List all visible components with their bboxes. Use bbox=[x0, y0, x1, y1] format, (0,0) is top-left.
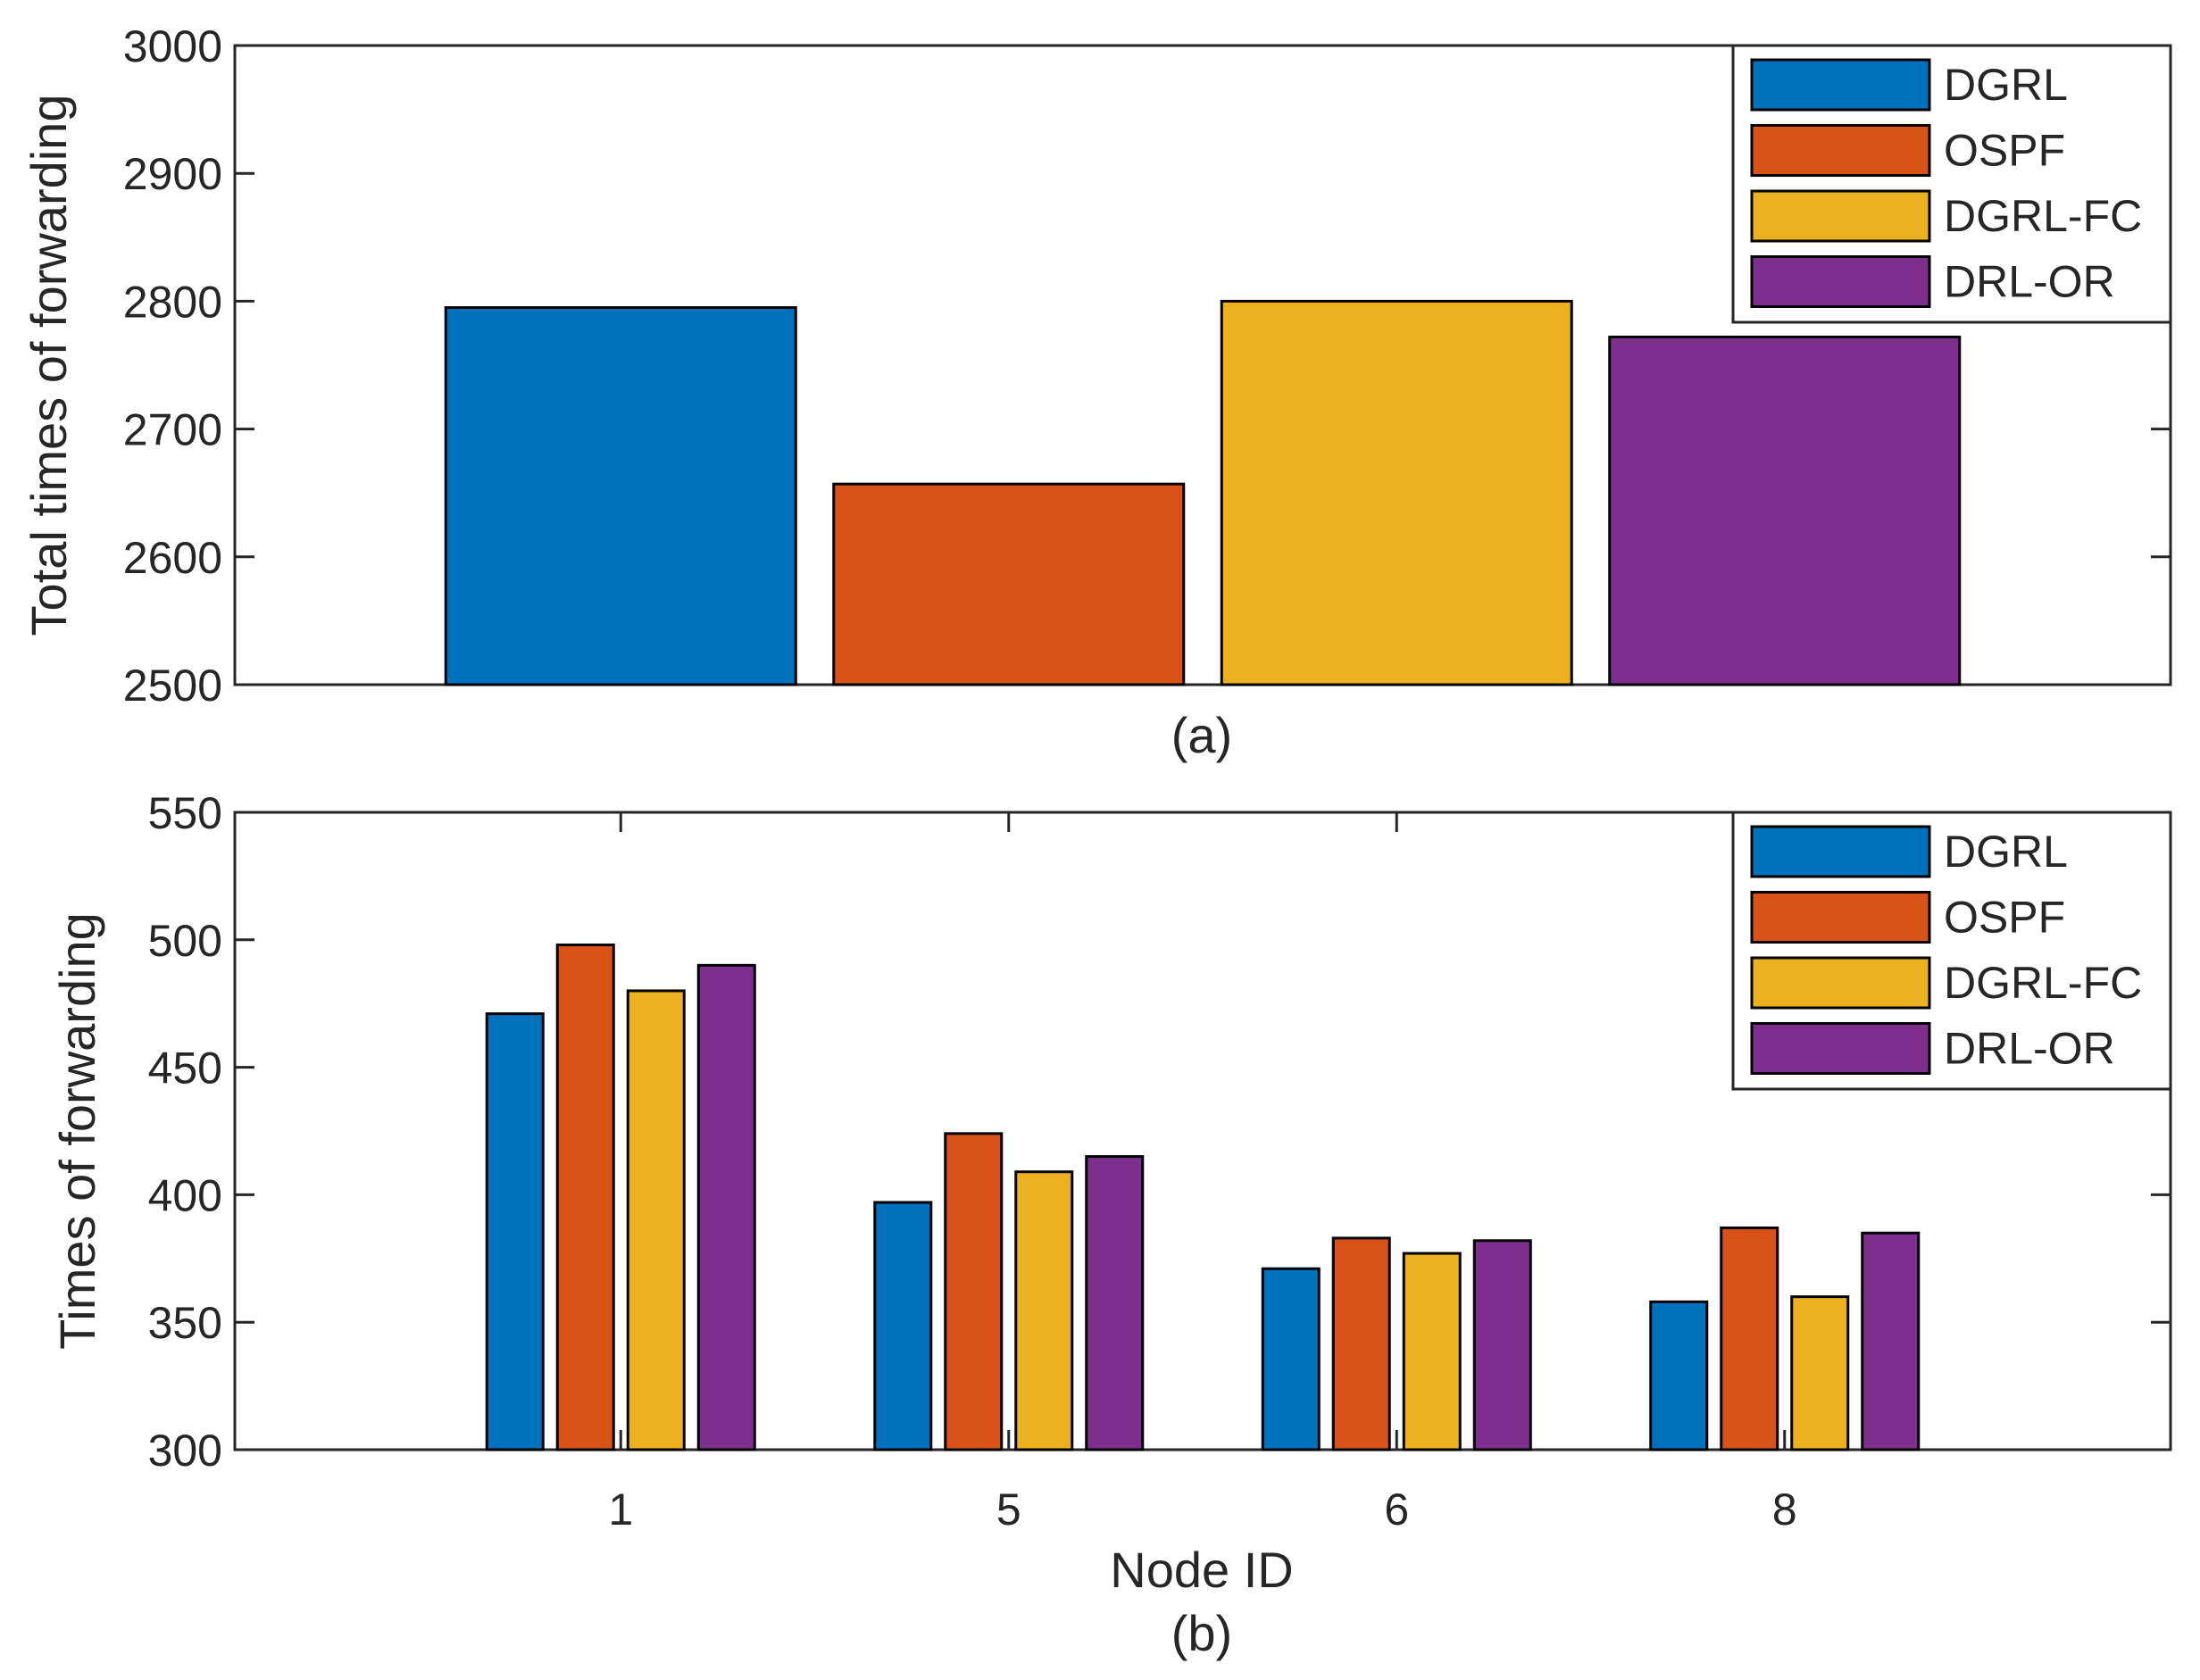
panel-b-bar-dgrl-node-8 bbox=[1649, 1300, 1709, 1451]
panel-b-legend-swatch-ospf bbox=[1750, 891, 1931, 944]
panel-b-bar-dgrl-node-5 bbox=[873, 1201, 933, 1451]
panel-a-legend-swatch-ospf bbox=[1750, 124, 1931, 177]
panel-b-legend-swatch-dgrl-fc bbox=[1750, 956, 1931, 1010]
panel-a-caption: (a) bbox=[1171, 707, 1232, 763]
panel-b-y-tick-label: 350 bbox=[148, 1298, 222, 1348]
panel-b-bar-dgrl-fc-node-5 bbox=[1014, 1170, 1074, 1451]
panel-a-bar-ospf bbox=[832, 482, 1186, 686]
panel-b-bar-drl-or-node-1 bbox=[696, 963, 756, 1451]
panel-b-bar-dgrl-fc-node-1 bbox=[626, 989, 686, 1451]
panel-b-y-axis-title: Times of forwarding bbox=[49, 912, 105, 1350]
panel-b-y-tick-label: 550 bbox=[148, 788, 222, 838]
panel-a-y-tick-label: 2900 bbox=[123, 149, 222, 199]
panel-b-x-tick-label: 1 bbox=[608, 1485, 633, 1534]
panel-b-bar-dgrl-fc-node-6 bbox=[1402, 1252, 1462, 1451]
panel-a-legend-swatch-drl-or bbox=[1750, 255, 1931, 308]
panel-b-bar-dgrl-fc-node-8 bbox=[1790, 1295, 1850, 1451]
panel-b-y-tick-labels: 300 350 400 450 500 550 bbox=[148, 788, 222, 1476]
panel-b-legend-swatch-drl-or bbox=[1750, 1022, 1931, 1075]
panel-b-y-tick-label: 400 bbox=[148, 1170, 222, 1220]
panel-b-x-axis-title: Node ID bbox=[1110, 1542, 1293, 1598]
panel-a-y-tick-label: 2600 bbox=[123, 533, 222, 583]
panel-b-y-tick-label: 450 bbox=[148, 1044, 222, 1094]
panel-a-y-tick-label: 2500 bbox=[123, 661, 222, 711]
panel-b-y-tick-label: 500 bbox=[148, 916, 222, 966]
panel-b-bar-ospf-node-8 bbox=[1720, 1227, 1779, 1451]
panel-b-bar-drl-or-node-8 bbox=[1861, 1231, 1921, 1451]
panel-b-legend-swatch-dgrl bbox=[1750, 825, 1931, 878]
panel-b-caption: (b) bbox=[1171, 1605, 1232, 1661]
panel-b-legend-label-ospf: OSPF bbox=[1944, 893, 2065, 943]
panel-b-legend-label-dgrl-fc: DGRL-FC bbox=[1944, 958, 2142, 1008]
panel-b-bar-drl-or-node-5 bbox=[1085, 1155, 1145, 1451]
panel-a-legend-label-drl-or: DRL-OR bbox=[1944, 257, 2115, 307]
panel-b-bar-dgrl-node-6 bbox=[1261, 1267, 1321, 1451]
panel-b-bar-drl-or-node-6 bbox=[1472, 1239, 1532, 1451]
panel-a-y-tick-label: 2800 bbox=[123, 277, 222, 327]
panel-a-y-axis-title: Total times of forwarding bbox=[21, 95, 77, 636]
panel-b-legend-label-dgrl: DGRL bbox=[1944, 827, 2068, 877]
panel-a-y-tick-label: 2700 bbox=[123, 405, 222, 455]
panel-a-legend-label-dgrl-fc: DGRL-FC bbox=[1944, 191, 2142, 241]
panel-a-legend-swatch-dgrl bbox=[1750, 58, 1931, 112]
panel-b-x-tick-label: 8 bbox=[1772, 1485, 1797, 1534]
panel-b-bar-ospf-node-6 bbox=[1331, 1236, 1391, 1451]
panel-b-bar-dgrl-node-1 bbox=[485, 1012, 545, 1451]
panel-a-bars bbox=[444, 299, 1962, 686]
panel-b-bar-ospf-node-1 bbox=[555, 944, 615, 1451]
panel-a-legend-label-dgrl: DGRL bbox=[1944, 60, 2068, 110]
panel-a-bar-dgrl-fc bbox=[1220, 299, 1573, 686]
panel-a-legend-label-ospf: OSPF bbox=[1944, 126, 2065, 176]
panel-a-y-tick-labels: 2500 2600 2700 2800 2900 3000 bbox=[123, 21, 222, 711]
panel-a-chart: 2500 2600 2700 2800 2900 3000 Total times of … bbox=[21, 21, 2172, 763]
panel-a-bar-drl-or bbox=[1608, 335, 1962, 686]
panel-b-x-tick-label: 6 bbox=[1384, 1485, 1409, 1534]
panel-b-legend: DGRL OSPF DGRL-FC DRL-OR bbox=[1731, 811, 2172, 1091]
panel-a-bar-dgrl bbox=[444, 306, 797, 686]
panel-b-bar-ospf-node-5 bbox=[944, 1132, 1004, 1451]
panel-b-legend-label-drl-or: DRL-OR bbox=[1944, 1024, 2115, 1074]
panel-a-y-tick-label: 3000 bbox=[123, 21, 222, 71]
panel-a-legend-swatch-dgrl-fc bbox=[1750, 189, 1931, 243]
panel-b-x-tick-label: 5 bbox=[996, 1485, 1021, 1534]
panel-b-bars bbox=[485, 944, 1921, 1451]
panel-a-legend: DGRL OSPF DGRL-FC DRL-OR bbox=[1731, 44, 2172, 324]
panel-b-y-tick-label: 300 bbox=[148, 1426, 222, 1476]
